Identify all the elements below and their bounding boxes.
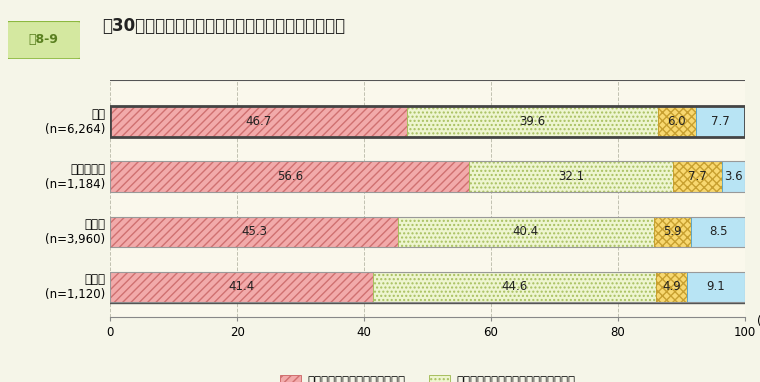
- Bar: [110, 272, 373, 302]
- Text: 8.5: 8.5: [709, 225, 728, 238]
- Bar: [110, 106, 745, 137]
- Text: 46.7: 46.7: [245, 115, 271, 128]
- Text: 39.6: 39.6: [519, 115, 545, 128]
- Text: (%): (%): [758, 316, 760, 329]
- Bar: [110, 162, 745, 192]
- Bar: [658, 106, 696, 137]
- Text: 4.9: 4.9: [662, 280, 681, 293]
- FancyBboxPatch shape: [5, 21, 83, 59]
- Bar: [673, 162, 722, 192]
- Text: 7.7: 7.7: [688, 170, 707, 183]
- Bar: [470, 162, 673, 192]
- Text: 41.4: 41.4: [229, 280, 255, 293]
- Text: 【30代職員調査】キャリア形成で最も重視すること: 【30代職員調査】キャリア形成で最も重視すること: [103, 17, 346, 35]
- Text: 9.1: 9.1: [707, 280, 725, 293]
- Bar: [373, 272, 656, 302]
- Bar: [397, 217, 654, 247]
- Bar: [110, 272, 745, 302]
- Text: 56.6: 56.6: [277, 170, 302, 183]
- Bar: [110, 162, 470, 192]
- Bar: [696, 106, 745, 137]
- Bar: [656, 272, 687, 302]
- Bar: [722, 162, 745, 192]
- Text: 32.1: 32.1: [558, 170, 584, 183]
- Legend: やりがいのある仕事をすること, 責任ある立場で仕事をすること, 自分の能力を活かせる仕事をすること, 特にない: やりがいのある仕事をすること, 責任ある立場で仕事をすること, 自分の能力を活か…: [280, 375, 575, 382]
- Bar: [110, 106, 407, 137]
- Text: 図8-9: 図8-9: [29, 33, 59, 46]
- Bar: [407, 106, 658, 137]
- Bar: [687, 272, 745, 302]
- Bar: [692, 217, 746, 247]
- Bar: [110, 217, 397, 247]
- Text: 40.4: 40.4: [513, 225, 539, 238]
- Text: 3.6: 3.6: [724, 170, 743, 183]
- Text: 7.7: 7.7: [711, 115, 730, 128]
- Text: 45.3: 45.3: [241, 225, 267, 238]
- Text: 44.6: 44.6: [502, 280, 527, 293]
- Text: 6.0: 6.0: [667, 115, 686, 128]
- Text: 5.9: 5.9: [663, 225, 682, 238]
- Bar: [654, 217, 692, 247]
- Bar: [110, 217, 745, 247]
